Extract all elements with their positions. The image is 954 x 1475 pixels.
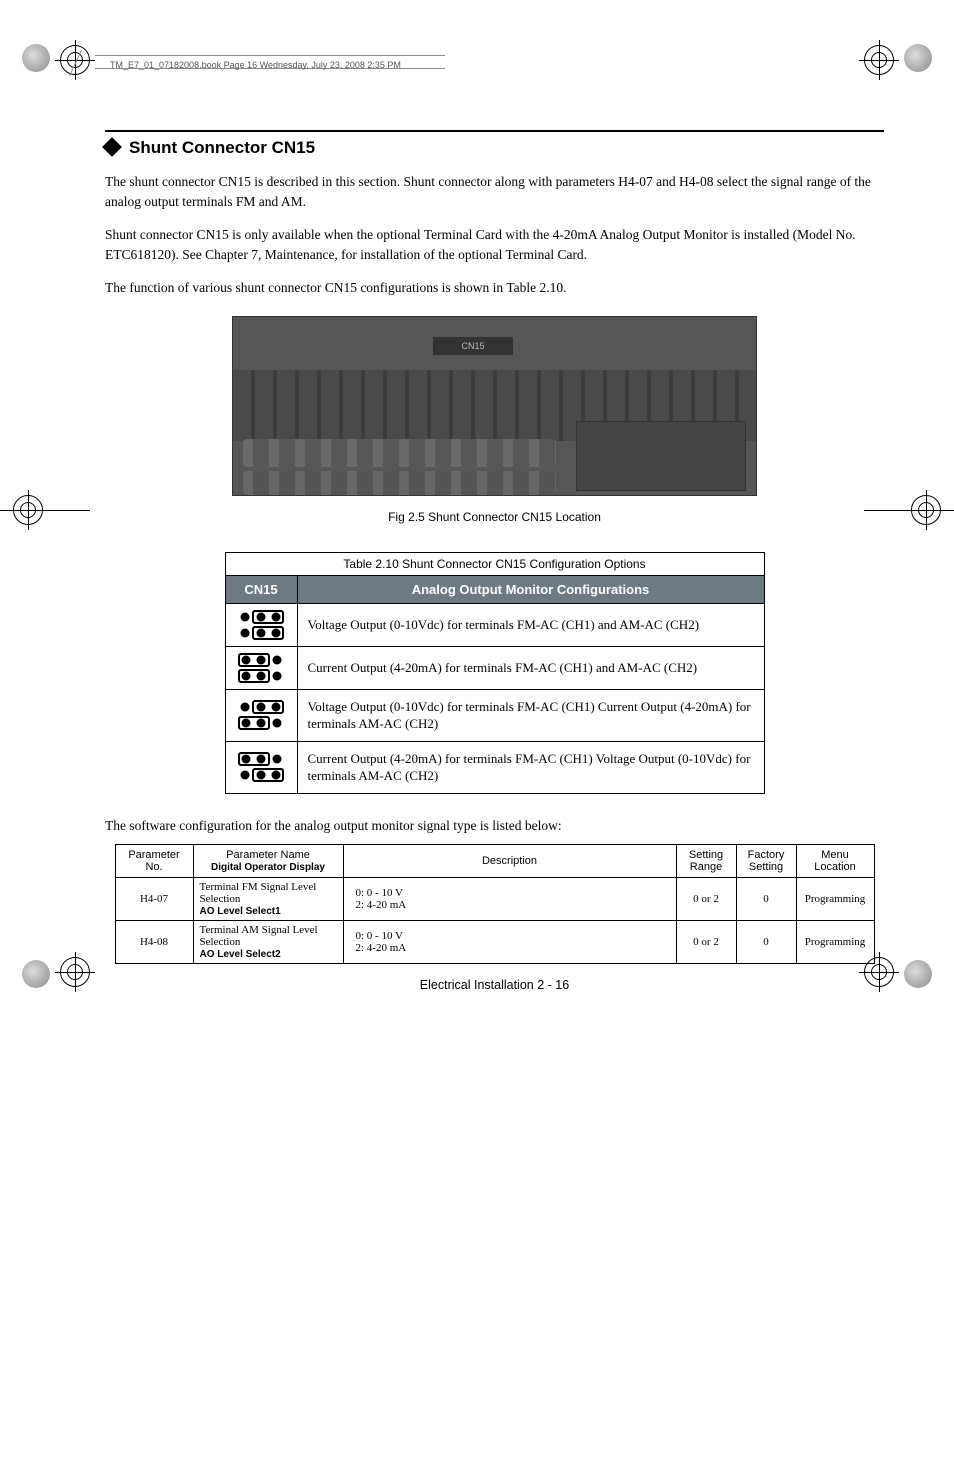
paragraph-3: The function of various shunt connector … — [105, 278, 884, 298]
page: TM_E7_01_07182008.book Page 16 Wednesday… — [0, 0, 954, 1032]
config-hdr-cn15: CN15 — [225, 575, 297, 603]
param-row0-menu: Programming — [796, 878, 874, 921]
figure-caption: Fig 2.5 Shunt Connector CN15 Location — [105, 510, 884, 524]
param-row0-desc: 0: 0 - 10 V 2: 4-20 mA — [343, 878, 676, 921]
param-row0-no: H4-07 — [115, 878, 193, 921]
config-text-row2: Voltage Output (0-10Vdc) for terminals F… — [297, 689, 764, 741]
config-text-row3: Current Output (4-20mA) for terminals FM… — [297, 741, 764, 793]
figure-chip-label: CN15 — [433, 337, 513, 355]
section-rule — [105, 130, 884, 132]
jumper-icon-cc — [236, 651, 286, 685]
jumper-icon-cv — [236, 750, 286, 784]
crop-dot-top-left — [22, 44, 50, 72]
param-note: The software configuration for the analo… — [105, 818, 884, 834]
config-hdr-analog: Analog Output Monitor Configurations — [297, 575, 764, 603]
param-row1-name: Terminal AM Signal Level Selection AO Le… — [193, 921, 343, 964]
param-row1-factory: 0 — [736, 921, 796, 964]
config-icon-row2 — [225, 689, 297, 741]
diamond-icon — [102, 137, 122, 157]
crop-dot-bottom-right — [904, 960, 932, 988]
param-hdr-name-line1: Parameter Name — [226, 849, 310, 861]
crop-dot-top-right — [904, 44, 932, 72]
param-row0-name: Terminal FM Signal Level Selection AO Le… — [193, 878, 343, 921]
param-table: Parameter No. Parameter Name Digital Ope… — [115, 844, 875, 964]
param-hdr-factory: Factory Setting — [736, 845, 796, 878]
param-row0-range: 0 or 2 — [676, 878, 736, 921]
param-hdr-range: Setting Range — [676, 845, 736, 878]
running-header-text: TM_E7_01_07182008.book Page 16 Wednesday… — [110, 60, 401, 70]
param-row1-name-line1: Terminal AM Signal Level Selection — [200, 924, 318, 948]
paragraph-1: The shunt connector CN15 is described in… — [105, 172, 884, 211]
crop-target-bottom-left — [55, 952, 95, 992]
content-area: Shunt Connector CN15 The shunt connector… — [105, 130, 884, 992]
param-hdr-desc: Description — [343, 845, 676, 878]
page-footer: Electrical Installation 2 - 16 — [105, 978, 884, 992]
param-hdr-menu: Menu Location — [796, 845, 874, 878]
section-title: Shunt Connector CN15 — [105, 138, 884, 158]
param-hdr-name-sub: Digital Operator Display — [211, 862, 325, 873]
config-icon-row3 — [225, 741, 297, 793]
crop-dot-bottom-left — [22, 960, 50, 988]
figure-photo: CN15 — [232, 316, 757, 496]
param-hdr-name: Parameter Name Digital Operator Display — [193, 845, 343, 878]
param-row0-factory: 0 — [736, 878, 796, 921]
config-text-row0: Voltage Output (0-10Vdc) for terminals F… — [297, 603, 764, 646]
param-row0-name-line2: AO Level Select1 — [200, 906, 281, 917]
crop-bar-left — [0, 510, 90, 511]
param-row1-range: 0 or 2 — [676, 921, 736, 964]
config-table-title: Table 2.10 Shunt Connector CN15 Configur… — [225, 552, 764, 575]
config-icon-row1 — [225, 646, 297, 689]
crop-target-bottom-right — [859, 952, 899, 992]
param-row0-name-line1: Terminal FM Signal Level Selection — [200, 881, 317, 905]
crop-target-top-right — [859, 40, 899, 80]
config-table: Table 2.10 Shunt Connector CN15 Configur… — [225, 552, 765, 794]
paragraph-2: Shunt connector CN15 is only available w… — [105, 225, 884, 264]
param-row1-desc: 0: 0 - 10 V 2: 4-20 mA — [343, 921, 676, 964]
param-row1-name-line2: AO Level Select2 — [200, 949, 281, 960]
section-title-text: Shunt Connector CN15 — [129, 138, 315, 157]
jumper-icon-vc — [236, 698, 286, 732]
param-hdr-no: Parameter No. — [115, 845, 193, 878]
config-icon-row0 — [225, 603, 297, 646]
config-text-row1: Current Output (4-20mA) for terminals FM… — [297, 646, 764, 689]
param-row1-no: H4-08 — [115, 921, 193, 964]
jumper-icon-vv — [236, 608, 286, 642]
crop-bar-right — [864, 510, 954, 511]
